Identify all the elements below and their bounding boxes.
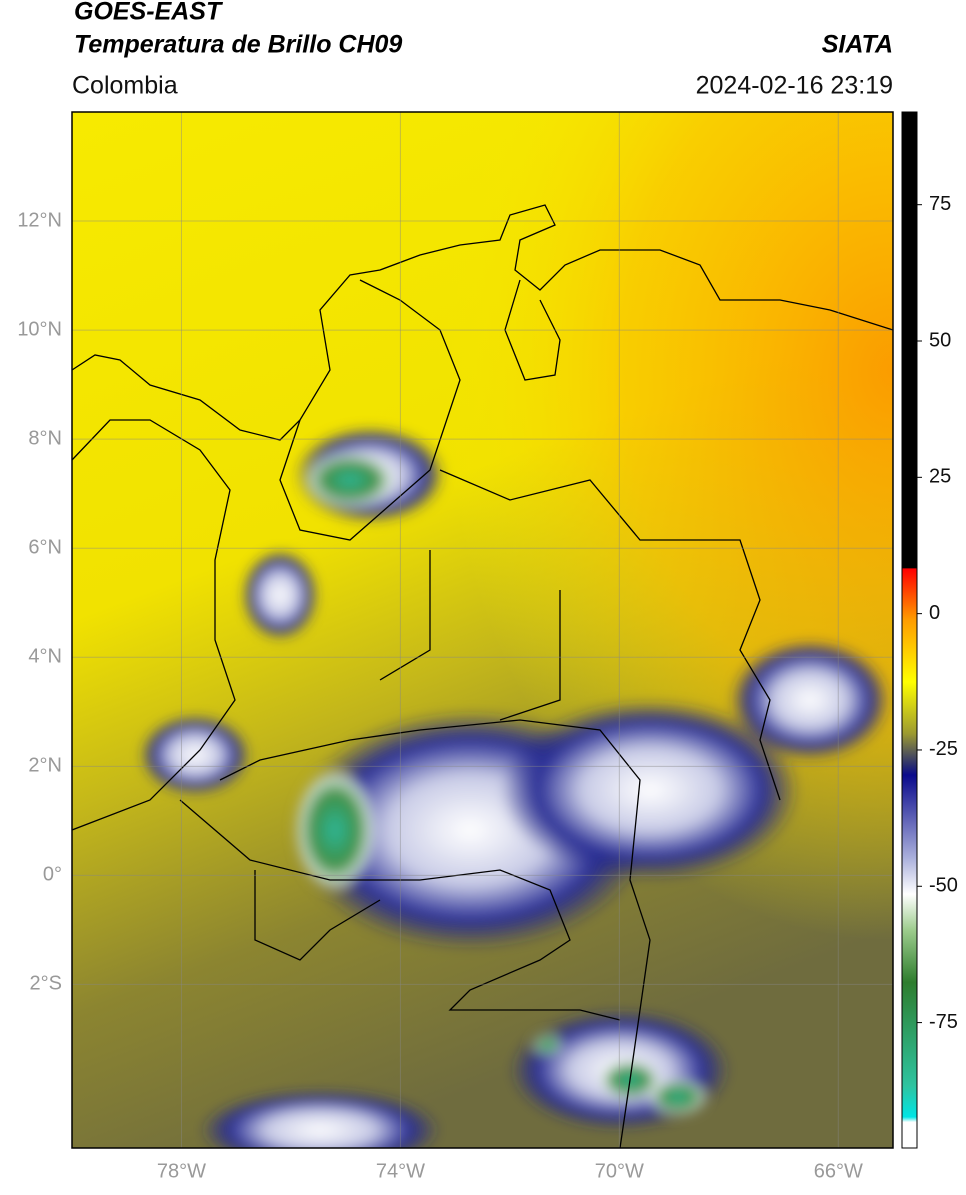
x-tick-label: 70°W: [595, 1160, 644, 1182]
colorbar-tick-label: 50: [929, 329, 951, 351]
y-tick-label: 12°N: [17, 209, 62, 231]
y-tick-label: 10°N: [17, 318, 62, 340]
y-tick-label: 0°: [43, 864, 62, 886]
map-frame: [71, 111, 894, 1149]
region: Colombia: [72, 72, 178, 100]
satellite-image: [72, 112, 893, 1148]
colorbar-tick-label: 25: [929, 466, 951, 488]
y-tick-label: 8°N: [28, 427, 62, 449]
title: GOES-EAST: [74, 0, 224, 26]
y-tick-label: 6°N: [28, 536, 62, 558]
colorbar-tick-label: -25: [929, 738, 958, 760]
colorbar-tick-label: 0: [929, 602, 940, 624]
colorbar-tick-label: 75: [929, 193, 951, 215]
datetime: 2024-02-16 23:19: [696, 72, 893, 100]
source: SIATA: [822, 31, 893, 59]
subtitle: Temperatura de Brillo CH09: [74, 31, 402, 59]
x-tick-label: 74°W: [376, 1160, 425, 1182]
colorbar-tick-label: -75: [929, 1011, 958, 1033]
y-tick-label: 2°N: [28, 755, 62, 777]
x-tick-label: 78°W: [157, 1160, 206, 1182]
colorbar: [901, 111, 918, 1149]
x-tick-label: 66°W: [814, 1160, 863, 1182]
y-tick-label: 2°S: [30, 973, 62, 995]
colorbar-tick-label: -50: [929, 875, 958, 897]
y-tick-label: 4°N: [28, 646, 62, 668]
